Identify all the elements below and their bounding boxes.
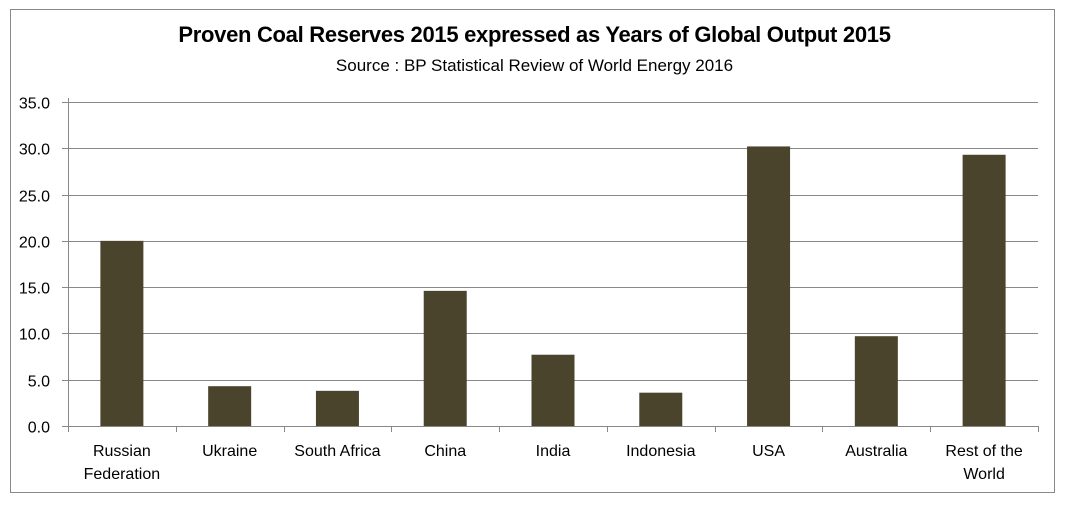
y-tick-label: 10.0 [19,327,50,344]
y-tick-label: 20.0 [19,235,50,252]
x-category-label: China [424,443,466,460]
x-category-label: USA [752,443,785,460]
bar [639,392,683,426]
bar [315,390,359,426]
x-category-label: Russian [93,443,151,460]
x-category-label: Ukraine [202,443,257,460]
y-tick-label: 0.0 [28,420,50,437]
x-axis [62,98,1039,432]
x-category-label: India [536,443,571,460]
y-tick-label: 30.0 [19,142,50,159]
x-category-label: Rest of the [945,443,1022,460]
y-tick-label: 35.0 [19,96,50,113]
y-tick-label: 15.0 [19,281,50,298]
bar [531,354,575,426]
y-tick-label: 5.0 [28,374,50,391]
chart-title: Proven Coal Reserves 2015 expressed as Y… [178,22,891,47]
bars [100,146,1006,427]
x-axis-labels: Russian Federation Ukraine South Africa Chin… [84,443,1023,483]
bar [208,386,252,426]
y-tick-label: 25.0 [19,189,50,206]
x-category-label: South Africa [294,443,380,460]
x-category-label: Australia [845,443,907,460]
bar [100,240,144,426]
bar [854,336,898,426]
x-category-label: Federation [84,466,161,483]
bar [962,154,1006,426]
bar [747,146,791,427]
y-axis-ticks: 0.0 5.0 10.0 15.0 20.0 25.0 30.0 35.0 [19,96,50,437]
x-category-label: World [963,466,1005,483]
bar [423,290,467,426]
chart-subtitle: Source : BP Statistical Review of World … [335,56,734,75]
x-category-label: Indonesia [626,443,695,460]
